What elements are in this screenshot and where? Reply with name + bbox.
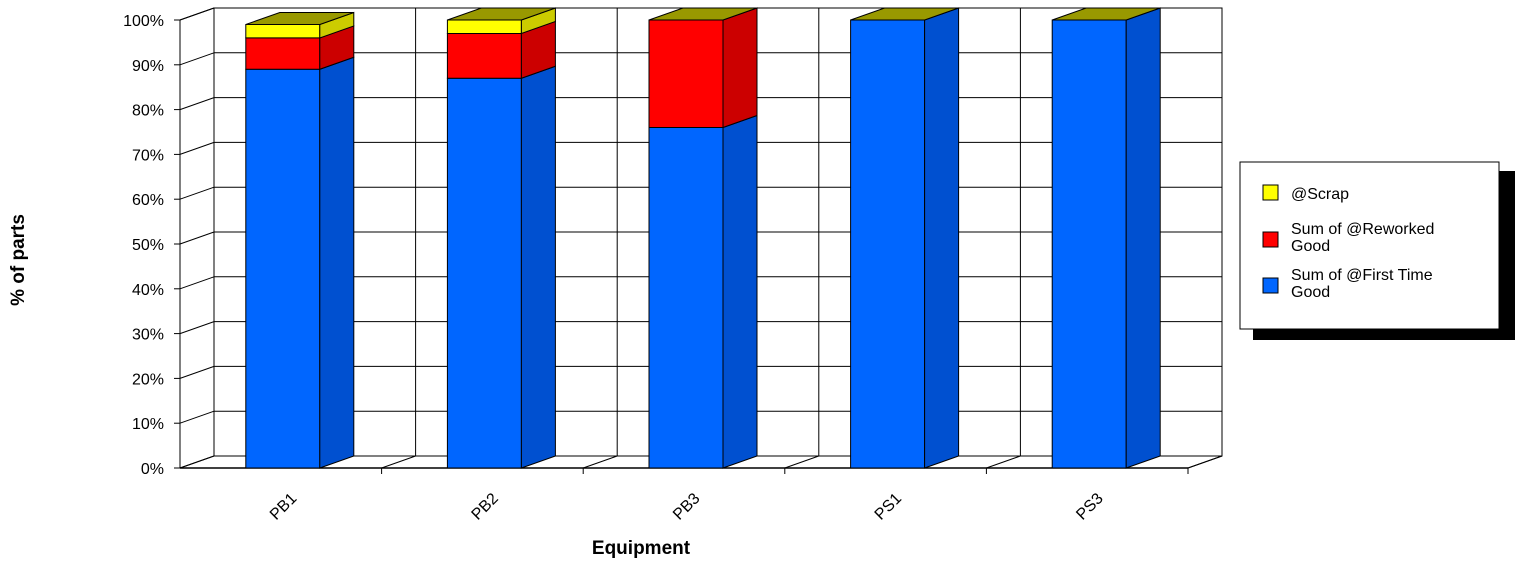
y-tick-label: 80% [132, 103, 164, 120]
y-tick-label: 30% [132, 327, 164, 344]
gridline-side [179, 321, 215, 335]
bar-group-pb2 [446, 7, 556, 469]
bar-ps1-sum-of-first-time-good [850, 19, 926, 469]
y-tick-label: 70% [132, 147, 164, 164]
bar-pb3-sum-of-reworked-good [648, 19, 724, 129]
x-tick-label-ps3: PS3 [1073, 490, 1106, 523]
gridline-side [179, 276, 215, 290]
y-tick-label: 20% [132, 371, 164, 388]
bar-pb3-sum-of-first-time-good [648, 127, 724, 469]
bar-side-pb2-sum-of-first-time-good [520, 65, 556, 469]
gridline-side [179, 97, 215, 111]
x-tick-label-pb3: PB3 [670, 490, 703, 523]
bar-side-pb1-sum-of-first-time-good [319, 56, 355, 469]
x-axis-title: Equipment [592, 538, 691, 559]
gridline-side [179, 231, 215, 245]
gridline-side [179, 365, 215, 379]
bar-side-ps3-sum-of-first-time-good [1125, 7, 1161, 469]
legend: @Scrap Sum of @Reworked Good Sum of @First … [1239, 161, 1515, 340]
gridline-side [179, 141, 215, 155]
bar-group-ps1 [850, 7, 960, 469]
legend-label: Sum of @Reworked Good [1291, 221, 1434, 255]
floor-divider [784, 455, 819, 469]
legend-swatch [1262, 277, 1279, 294]
floor-divider [179, 455, 215, 469]
legend-item-sum-of-first-time-good: Sum of @First Time Good [1262, 267, 1433, 301]
legend-items: @Scrap Sum of @Reworked Good Sum of @First … [1262, 184, 1434, 301]
y-tick-label: 0% [141, 461, 164, 478]
bar-side-pb3-sum-of-first-time-good [722, 114, 758, 469]
gridline-side [179, 410, 215, 424]
bar-group-pb3 [648, 7, 758, 469]
floor-divider [583, 455, 618, 469]
bar-top-ps1 [850, 7, 959, 21]
floor-right-edge [1187, 455, 1223, 469]
y-tick-label: 10% [132, 416, 164, 433]
bar-pb1-sum-of-first-time-good [245, 68, 321, 469]
legend-swatch [1262, 184, 1279, 201]
bar-top-ps3 [1052, 7, 1161, 21]
y-tick-label: 100% [123, 13, 164, 30]
bar-ps3-sum-of-first-time-good [1051, 19, 1127, 469]
y-tick-label: 40% [132, 282, 164, 299]
gridline-side [179, 52, 215, 66]
floor-divider [986, 455, 1021, 469]
legend-label: Sum of @First Time Good [1291, 267, 1433, 301]
bar-pb1-scrap [245, 23, 321, 39]
bar-group-ps3 [1051, 7, 1161, 469]
bar-top-pb1 [245, 11, 354, 25]
y-tick-label: 50% [132, 237, 164, 254]
legend-label: @Scrap [1291, 186, 1349, 203]
floor-divider [381, 455, 416, 469]
legend-swatch [1262, 231, 1279, 248]
bar-group-pb1 [245, 11, 355, 469]
bar-top-pb2 [447, 7, 556, 21]
bar-side-ps1-sum-of-first-time-good [924, 7, 960, 469]
bar-top-pb3 [648, 7, 758, 21]
gridline-side [179, 186, 215, 200]
y-tick-label: 90% [132, 58, 164, 75]
side-wall-top [179, 7, 215, 21]
y-axis-title: % of parts [8, 214, 29, 306]
bar-pb2-sum-of-first-time-good [446, 77, 522, 469]
bar-pb1-sum-of-reworked-good [245, 37, 321, 70]
bar-pb2-sum-of-reworked-good [446, 32, 522, 79]
y-tick-label: 60% [132, 192, 164, 209]
bar-side-pb3-sum-of-reworked-good [722, 7, 758, 129]
x-tick-label-pb1: PB1 [267, 490, 300, 523]
x-tick-label-pb2: PB2 [469, 490, 502, 523]
bar-pb2-scrap [446, 19, 522, 34]
legend-box [1239, 161, 1500, 330]
x-tick-label-ps1: PS1 [872, 490, 905, 523]
chart-bars [245, 7, 1161, 469]
legend-item-sum-of-reworked-good: Sum of @Reworked Good [1262, 221, 1434, 255]
legend-item-scrap: @Scrap [1262, 184, 1349, 203]
